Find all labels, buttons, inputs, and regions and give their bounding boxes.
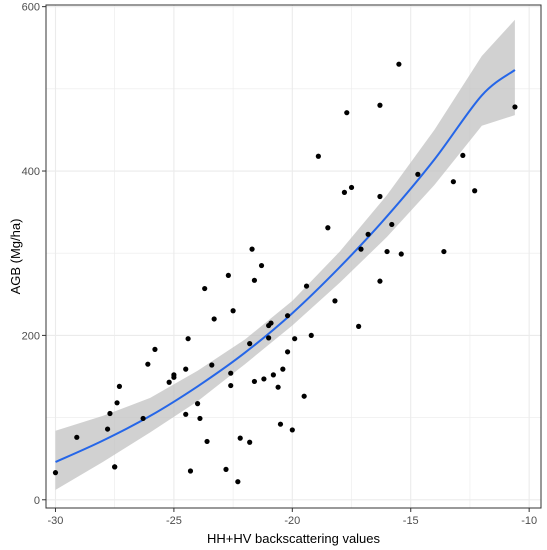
x-axis-title: HH+HV backscattering values (207, 531, 381, 546)
data-point (365, 231, 371, 237)
data-point (228, 382, 234, 389)
data-point (277, 421, 284, 427)
x-tick-label: -30 (48, 515, 64, 527)
data-point (152, 346, 158, 352)
data-point (460, 152, 466, 159)
data-point (166, 379, 172, 385)
y-axis-title: AGB (Mg/ha) (8, 219, 23, 295)
y-tick-label: 0 (34, 495, 40, 507)
data-point (230, 308, 236, 314)
y-axis: 0 200 400 600 (22, 2, 46, 507)
data-point (194, 401, 201, 407)
data-point (377, 278, 383, 284)
data-point (377, 193, 383, 200)
x-axis: -30 -25 -20 -15 -10 (48, 508, 537, 527)
data-point (415, 171, 421, 177)
data-point (247, 341, 253, 347)
data-point (116, 383, 123, 389)
data-point (289, 427, 295, 433)
data-point (204, 438, 210, 445)
data-point (348, 184, 355, 191)
data-point (398, 251, 404, 257)
grid-major (46, 5, 541, 508)
data-point (308, 332, 314, 339)
data-point (140, 415, 146, 422)
x-tick-label: -25 (166, 515, 182, 527)
data-point (107, 410, 113, 417)
y-tick-label: 400 (22, 166, 40, 178)
data-point (183, 366, 189, 372)
data-point (104, 426, 111, 432)
data-point (356, 323, 362, 329)
data-point (344, 110, 350, 116)
data-point (171, 372, 177, 378)
data-point (202, 285, 208, 292)
data-point (358, 246, 364, 252)
data-point (225, 272, 231, 279)
data-point (268, 320, 274, 326)
data-point (249, 246, 255, 252)
data-point (145, 361, 151, 367)
data-point (303, 283, 310, 289)
data-point (315, 153, 321, 159)
data-point (284, 313, 291, 319)
data-point (266, 335, 272, 341)
y-tick-label: 200 (22, 330, 40, 342)
data-point (197, 415, 203, 422)
data-point (450, 179, 456, 185)
data-point (441, 248, 447, 255)
data-point (292, 336, 298, 342)
data-point (209, 362, 215, 368)
data-point (74, 434, 80, 440)
data-point (341, 189, 348, 195)
data-point (251, 378, 258, 385)
panel-border (45, 4, 542, 509)
data-point (284, 349, 291, 355)
y-tick-label: 600 (22, 2, 40, 14)
data-point (325, 225, 331, 231)
data-point (114, 400, 120, 406)
data-point (247, 439, 253, 445)
data-point (228, 370, 234, 376)
x-tick-label: -10 (521, 515, 537, 527)
data-point (258, 262, 265, 269)
data-point (52, 470, 59, 476)
data-point (384, 248, 390, 255)
data-point (251, 277, 258, 283)
data-point (280, 366, 286, 372)
data-point (183, 411, 189, 417)
data-point (301, 393, 307, 399)
data-point (275, 384, 281, 390)
data-point (187, 468, 194, 474)
fit-line (55, 69, 516, 463)
data-point (237, 435, 243, 441)
x-tick-label: -20 (284, 515, 300, 527)
data-point (332, 298, 338, 304)
data-point (396, 61, 402, 67)
x-tick-label: -15 (403, 515, 419, 527)
data-point (512, 104, 518, 110)
data-point (270, 372, 276, 378)
data-point (377, 102, 383, 108)
confidence-band (55, 19, 515, 490)
data-point (112, 464, 118, 470)
data-point (223, 466, 229, 472)
data-point (389, 221, 395, 228)
data-point (185, 336, 191, 342)
data-point (235, 479, 241, 485)
data-point (261, 376, 267, 382)
data-point (472, 188, 478, 194)
data-points (52, 61, 518, 485)
data-point (211, 316, 217, 322)
